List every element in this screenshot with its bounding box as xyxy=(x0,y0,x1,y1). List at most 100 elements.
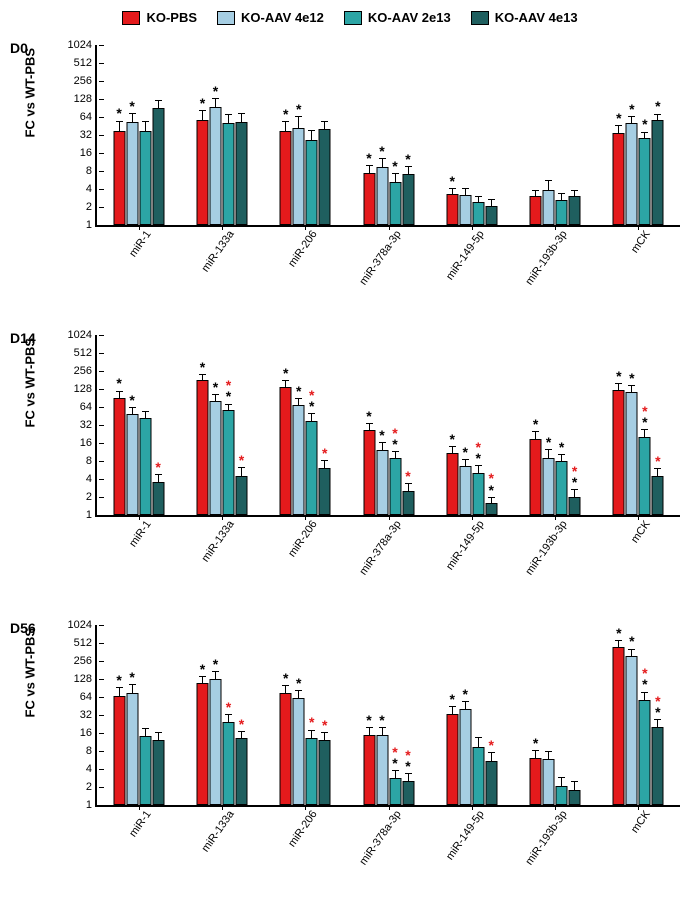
error-bar xyxy=(202,110,203,121)
significance-markers: * xyxy=(377,715,387,726)
significance-star: * xyxy=(642,119,647,130)
significance-star: * xyxy=(489,740,494,751)
x-axis-label: mCK xyxy=(624,225,653,255)
error-bar xyxy=(132,684,133,694)
significance-markers: * xyxy=(114,108,124,119)
significance-markers: * xyxy=(210,86,220,97)
y-tick: 4 xyxy=(86,183,97,195)
significance-markers: * xyxy=(627,636,637,647)
bar: * xyxy=(402,491,414,515)
error-bar xyxy=(132,407,133,415)
bar: * xyxy=(626,123,638,225)
significance-markers: * xyxy=(403,471,413,482)
significance-markers: * xyxy=(197,98,207,109)
error-bar xyxy=(382,158,383,167)
significance-markers: * xyxy=(544,437,554,448)
bar: ** xyxy=(652,727,664,805)
error-bar xyxy=(324,460,325,469)
significance-markers: * xyxy=(294,678,304,689)
bar: * xyxy=(402,174,414,225)
bar: * xyxy=(319,740,331,805)
bar xyxy=(319,129,331,225)
significance-markers: * xyxy=(294,104,304,115)
significance-markers: * xyxy=(557,442,567,453)
bar xyxy=(306,140,318,225)
significance-star: * xyxy=(213,86,218,97)
y-tick: 256 xyxy=(74,655,97,667)
bar xyxy=(556,200,568,225)
x-axis-label: mCK xyxy=(624,515,653,545)
bar: * xyxy=(363,430,375,515)
significance-markers: ** xyxy=(223,380,233,402)
bar: * xyxy=(319,468,331,515)
significance-markers: * xyxy=(531,419,541,430)
error-bar xyxy=(561,454,562,462)
error-bar xyxy=(408,773,409,782)
significance-markers: * xyxy=(114,675,124,686)
y-tick: 8 xyxy=(86,455,97,467)
y-tick: 512 xyxy=(74,347,97,359)
error-bar xyxy=(145,411,146,419)
error-bar xyxy=(324,121,325,131)
y-tick: 16 xyxy=(80,147,97,159)
bar: * xyxy=(235,738,247,805)
y-tick: 1 xyxy=(86,509,97,521)
y-tick: 64 xyxy=(80,691,97,703)
y-axis-label: FC vs WT-PBS xyxy=(23,338,38,428)
significance-star: * xyxy=(572,477,577,488)
bar: ** xyxy=(639,437,651,515)
bar xyxy=(485,206,497,225)
significance-markers: * xyxy=(236,719,246,730)
bar xyxy=(222,123,234,225)
bar: * xyxy=(556,461,568,515)
x-axis-label: miR-1 xyxy=(122,225,154,259)
y-axis-label: FC vs WT-PBS xyxy=(23,628,38,718)
significance-markers: * xyxy=(281,673,291,684)
error-bar xyxy=(657,719,658,728)
bar xyxy=(152,108,164,225)
bar: * xyxy=(280,131,292,225)
legend-item: KO-PBS xyxy=(122,10,197,25)
significance-star: * xyxy=(559,442,564,453)
bar: ** xyxy=(389,458,401,515)
significance-markers: * xyxy=(390,161,400,172)
bar: ** xyxy=(389,778,401,805)
x-axis-label: miR-378a-3p xyxy=(352,225,403,287)
significance-star: * xyxy=(616,113,621,124)
significance-star: * xyxy=(616,371,621,382)
significance-star: * xyxy=(200,664,205,675)
y-tick: 128 xyxy=(74,93,97,105)
legend-label: KO-AAV 2e13 xyxy=(368,10,451,25)
significance-markers: * xyxy=(294,386,304,397)
bar xyxy=(543,759,555,805)
bar xyxy=(152,740,164,805)
y-tick: 8 xyxy=(86,165,97,177)
significance-markers: * xyxy=(614,371,624,382)
x-axis-label: miR-193b-3p xyxy=(519,805,570,867)
error-bar xyxy=(452,188,453,195)
bar: * xyxy=(113,398,125,515)
y-tick: 2 xyxy=(86,781,97,793)
significance-markers: * xyxy=(640,119,650,130)
bar: * xyxy=(222,722,234,805)
y-tick: 16 xyxy=(80,437,97,449)
error-bar xyxy=(452,446,453,454)
significance-star: * xyxy=(116,378,121,389)
bar: * xyxy=(376,450,388,515)
significance-markers: * xyxy=(210,659,220,670)
y-tick: 128 xyxy=(74,673,97,685)
significance-star: * xyxy=(283,673,288,684)
x-axis-label: miR-1 xyxy=(122,805,154,839)
bar-group: ** xyxy=(113,108,164,225)
significance-star: * xyxy=(463,447,468,458)
bar: * xyxy=(376,735,388,805)
y-tick: 32 xyxy=(80,129,97,141)
significance-star: * xyxy=(213,382,218,393)
error-bar xyxy=(535,190,536,197)
error-bar xyxy=(241,467,242,477)
significance-star: * xyxy=(616,628,621,639)
y-tick: 256 xyxy=(74,75,97,87)
bar-group: **** xyxy=(363,167,414,225)
significance-star: * xyxy=(366,715,371,726)
error-bar xyxy=(395,173,396,183)
